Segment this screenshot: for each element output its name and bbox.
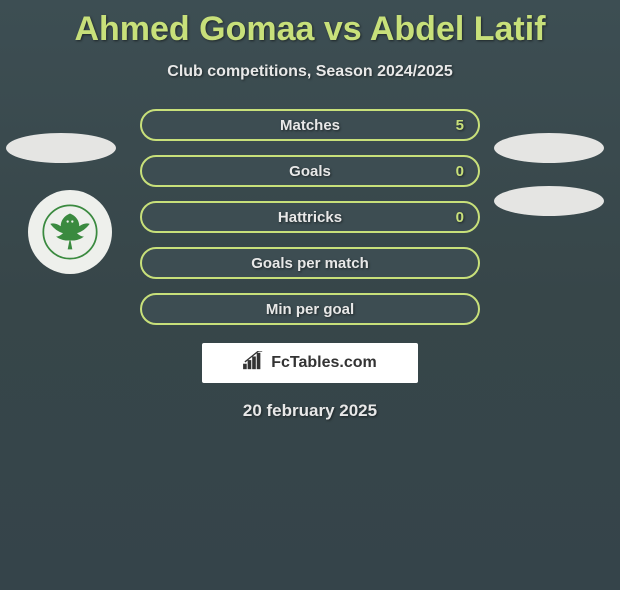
stat-label: Goals per match [251, 255, 369, 272]
eagle-icon [41, 203, 99, 261]
stat-row-min-per-goal: Min per goal [140, 293, 480, 325]
subtitle: Club competitions, Season 2024/2025 [0, 63, 620, 81]
brand-box[interactable]: FcTables.com [202, 343, 418, 383]
stat-right-value: 0 [456, 163, 464, 180]
placeholder-ellipse-bottom-right [494, 186, 604, 216]
bar-chart-icon [243, 351, 265, 376]
stat-label: Min per goal [266, 301, 354, 318]
date-text: 20 february 2025 [0, 401, 620, 421]
stat-row-goals-per-match: Goals per match [140, 247, 480, 279]
team-badge-left [28, 190, 112, 274]
stat-row-goals: Goals 0 [140, 155, 480, 187]
stat-label: Matches [280, 117, 340, 134]
placeholder-ellipse-top-left [6, 133, 116, 163]
stat-row-hattricks: Hattricks 0 [140, 201, 480, 233]
brand-text: FcTables.com [271, 354, 377, 372]
placeholder-ellipse-top-right [494, 133, 604, 163]
stat-label: Hattricks [278, 209, 342, 226]
stat-row-matches: Matches 5 [140, 109, 480, 141]
stat-right-value: 5 [456, 117, 464, 134]
stat-label: Goals [289, 163, 331, 180]
stat-right-value: 0 [456, 209, 464, 226]
page-title: Ahmed Gomaa vs Abdel Latif [0, 10, 620, 49]
